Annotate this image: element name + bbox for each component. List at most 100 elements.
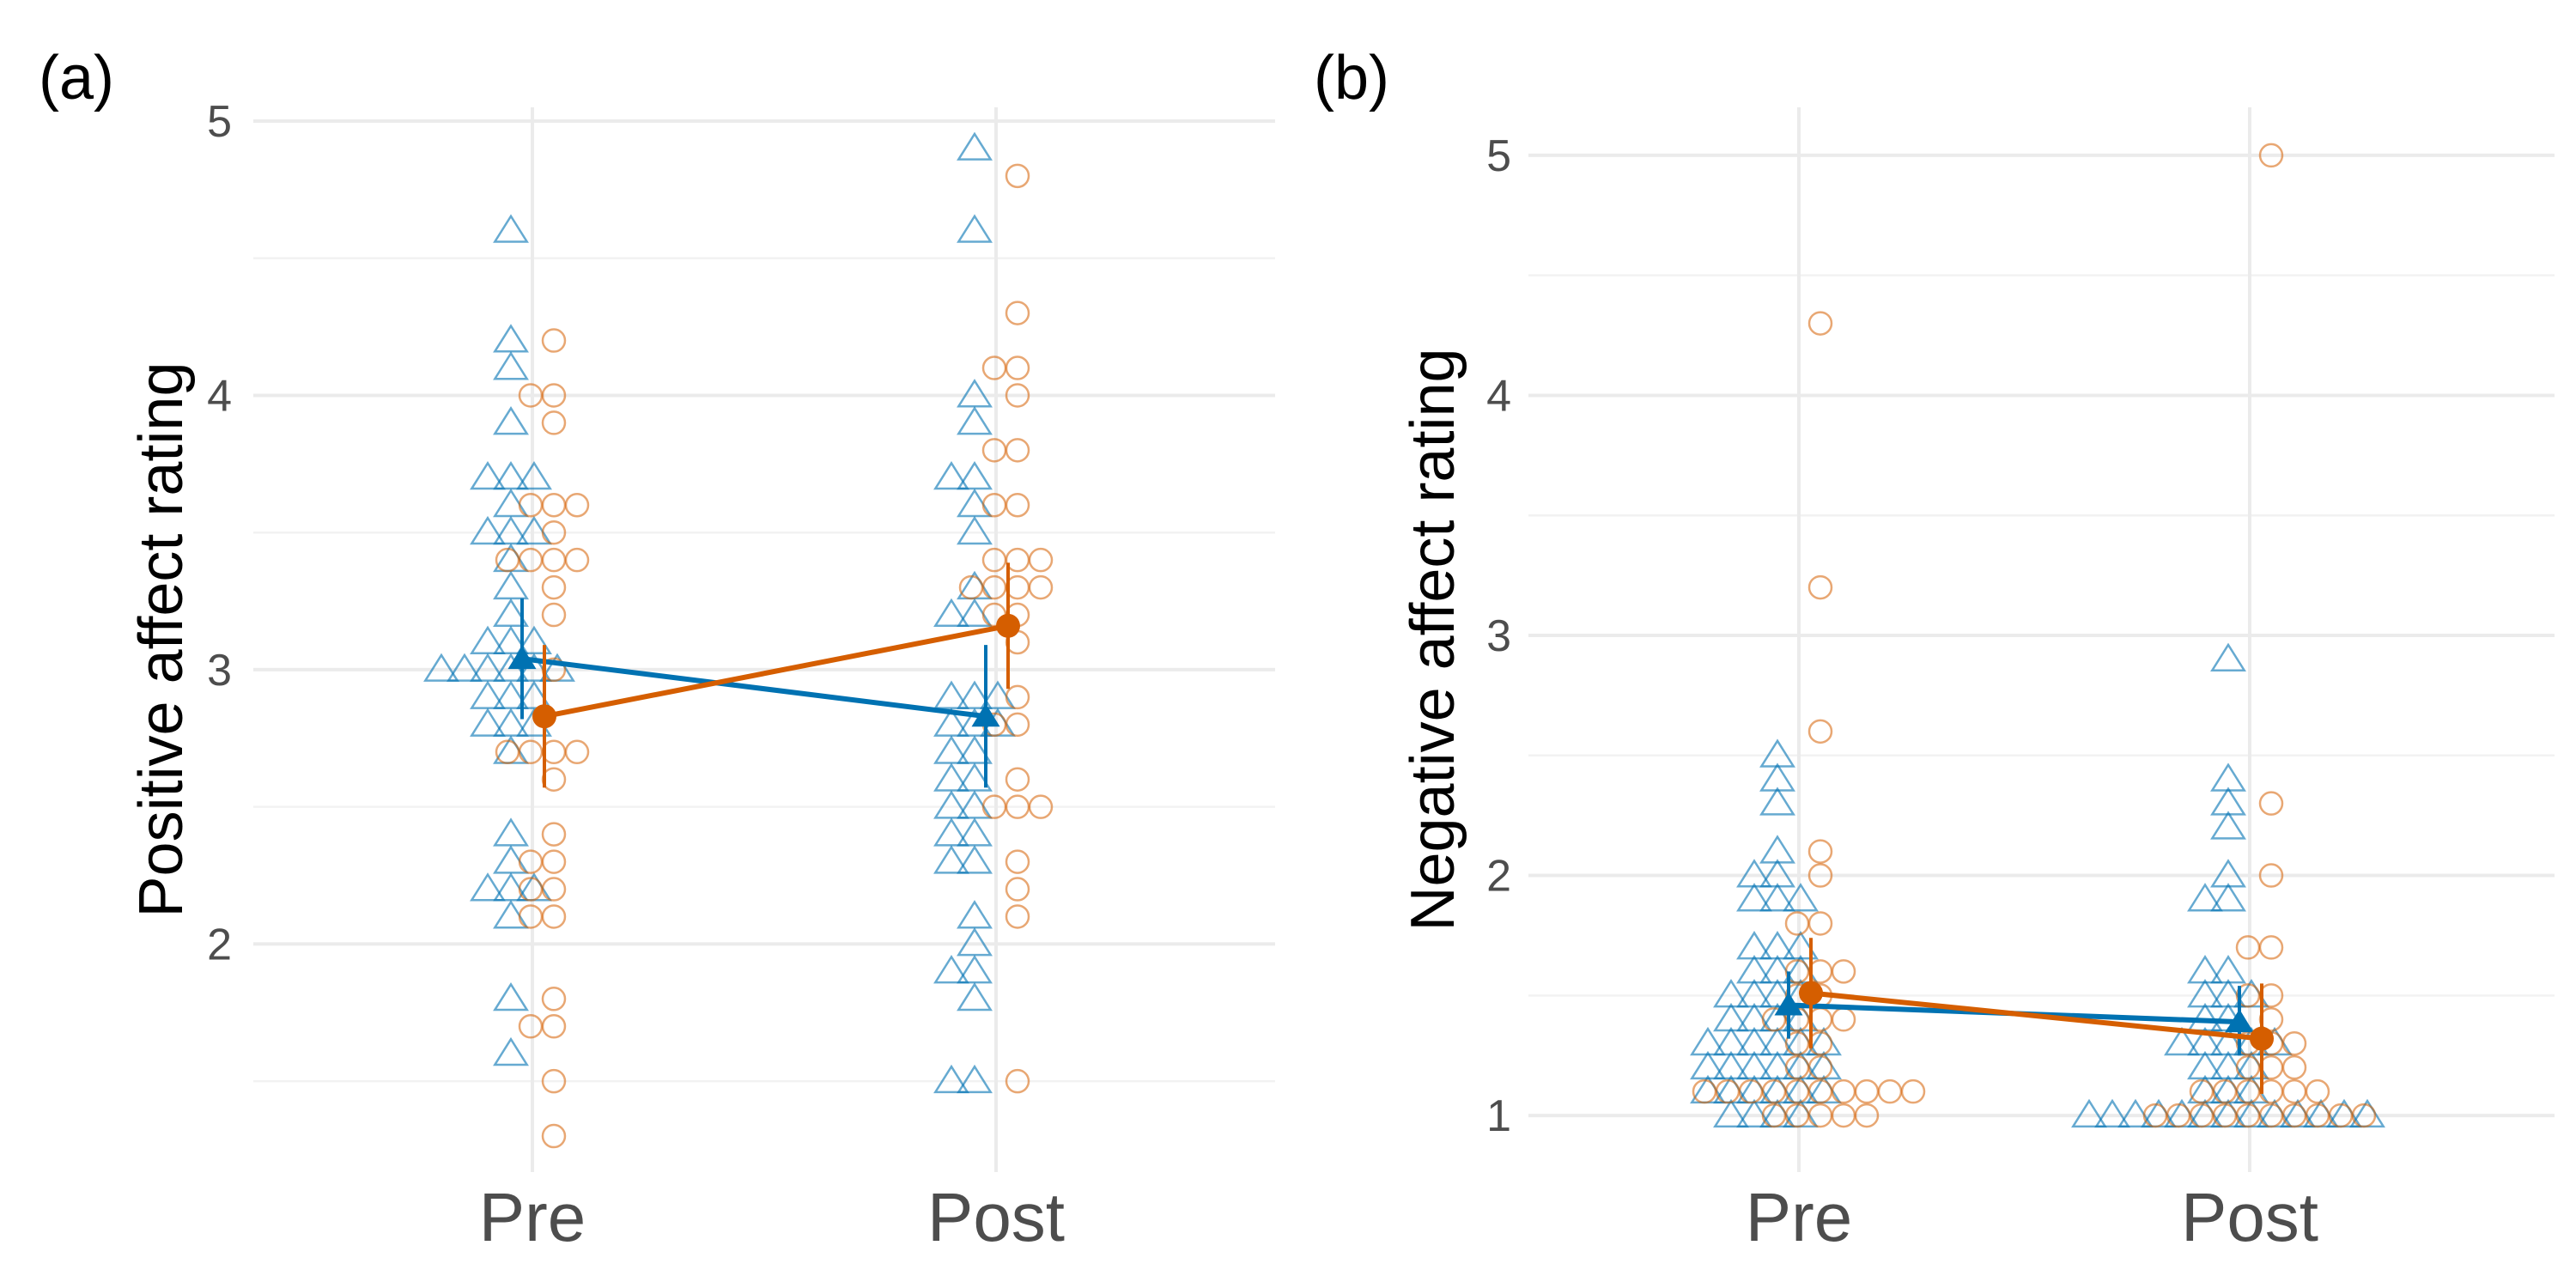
circle-point bbox=[2281, 1030, 2307, 1056]
circle-point bbox=[2281, 1054, 2307, 1080]
mean-triangle-marker bbox=[971, 703, 1000, 727]
mean-circle-marker bbox=[532, 704, 556, 729]
triangle-point bbox=[957, 981, 993, 1012]
circle-point bbox=[1028, 794, 1054, 819]
panel-a-label: (a) bbox=[39, 44, 114, 112]
mean-triangle-marker bbox=[1774, 992, 1803, 1016]
circle-point bbox=[981, 438, 1007, 463]
circle-point bbox=[981, 355, 1007, 380]
triangle-mean-summary bbox=[507, 598, 1000, 788]
circle-mean-summary bbox=[532, 562, 1020, 788]
circle-point bbox=[518, 492, 544, 518]
circle-point bbox=[981, 492, 1007, 518]
y-tick-label: 2 bbox=[207, 920, 232, 969]
triangle-point bbox=[957, 214, 993, 243]
triangle-point bbox=[957, 406, 993, 435]
gridlines bbox=[253, 107, 1275, 1172]
mean-circle-marker bbox=[1799, 981, 1823, 1005]
circle-point bbox=[518, 904, 544, 929]
x-category-label: Pre bbox=[479, 1179, 586, 1255]
y-tick-label: 5 bbox=[207, 97, 232, 147]
circle-point bbox=[564, 739, 590, 765]
circle-point bbox=[2258, 791, 2284, 816]
triangle-point bbox=[470, 708, 506, 737]
circle-point bbox=[1807, 574, 1833, 600]
circle-point bbox=[1854, 1103, 1880, 1128]
y-tick-label: 4 bbox=[207, 371, 232, 421]
circle-point bbox=[541, 1123, 567, 1149]
mean-circle-marker bbox=[996, 613, 1020, 638]
circle-point bbox=[2142, 1103, 2168, 1128]
circle-point bbox=[1005, 301, 1030, 325]
triangle-point bbox=[1759, 883, 1795, 912]
circle-point bbox=[564, 547, 590, 573]
circle-point bbox=[1761, 1007, 1787, 1032]
panel-b: (b) Negative affect rating 1 2 3 4 5 Pre Post bbox=[1314, 44, 2555, 1255]
circle-point bbox=[1900, 1078, 1926, 1104]
y-tick-label: 2 bbox=[1486, 852, 1511, 902]
circle-point bbox=[495, 547, 520, 573]
triangle-point bbox=[957, 131, 993, 161]
circle-point bbox=[518, 849, 544, 874]
circle-point bbox=[1005, 383, 1030, 408]
triangle-points-series bbox=[423, 131, 1016, 1094]
y-tick-label: 3 bbox=[1486, 611, 1511, 661]
triangle-point bbox=[957, 845, 993, 874]
circle-point bbox=[2235, 935, 2261, 960]
triangle-point bbox=[493, 981, 529, 1012]
circle-point bbox=[1005, 1068, 1030, 1094]
circle-point bbox=[1005, 684, 1030, 710]
circle-point bbox=[2305, 1078, 2330, 1104]
y-tick-label: 5 bbox=[1486, 131, 1511, 181]
circle-point bbox=[1784, 911, 1810, 936]
triangle-point bbox=[516, 460, 552, 490]
circle-point bbox=[1807, 719, 1833, 744]
panel-a-y-axis-label: Positive affect rating bbox=[127, 361, 196, 917]
y-tick-label: 4 bbox=[1486, 371, 1511, 421]
triangle-point bbox=[493, 406, 529, 435]
circle-points-series bbox=[495, 163, 1054, 1149]
x-category-label: Post bbox=[2181, 1179, 2318, 1255]
triangle-point bbox=[933, 845, 969, 874]
circle-point bbox=[518, 383, 544, 408]
triangle-point bbox=[933, 598, 969, 628]
circle-point bbox=[518, 877, 544, 902]
mean-line bbox=[521, 656, 987, 720]
circle-point bbox=[2235, 983, 2261, 1008]
circle-point bbox=[1784, 1054, 1810, 1080]
circle-point bbox=[2235, 1054, 2261, 1080]
circle-mean-summary bbox=[1799, 938, 2274, 1094]
triangle-point bbox=[2164, 1026, 2200, 1056]
triangle-point bbox=[1783, 883, 1819, 912]
triangle-point bbox=[2187, 883, 2223, 912]
mean-circle-marker bbox=[2250, 1026, 2274, 1051]
circle-point bbox=[981, 547, 1007, 573]
circle-point bbox=[1692, 1078, 1717, 1104]
triangle-point bbox=[1713, 1098, 1749, 1128]
panel-b-y-axis-label: Negative affect rating bbox=[1399, 348, 1467, 931]
circle-point bbox=[518, 1014, 544, 1039]
circle-point bbox=[1028, 574, 1054, 600]
triangle-point bbox=[447, 653, 483, 682]
triangle-point bbox=[957, 1064, 993, 1094]
circle-point bbox=[1005, 163, 1030, 189]
panel-a: (a) Positive affect rating 2 3 4 5 Pre Post bbox=[39, 44, 1275, 1255]
triangle-point bbox=[2094, 1098, 2130, 1128]
triangle-point bbox=[933, 460, 969, 490]
x-category-label: Pre bbox=[1746, 1179, 1853, 1255]
triangle-point bbox=[470, 872, 506, 902]
circle-point bbox=[1761, 1103, 1787, 1128]
triangle-point bbox=[423, 653, 459, 682]
circle-point bbox=[1005, 904, 1030, 929]
circle-point bbox=[1807, 863, 1833, 888]
circle-point bbox=[2189, 1078, 2215, 1104]
triangle-point bbox=[1759, 787, 1795, 816]
circle-point bbox=[541, 822, 567, 847]
circle-point bbox=[1784, 959, 1810, 984]
triangle-point bbox=[933, 1064, 969, 1094]
x-category-label: Post bbox=[927, 1179, 1065, 1255]
circle-point bbox=[1028, 547, 1054, 573]
mean-triangle-marker bbox=[507, 646, 537, 670]
circle-point bbox=[1831, 959, 1856, 984]
